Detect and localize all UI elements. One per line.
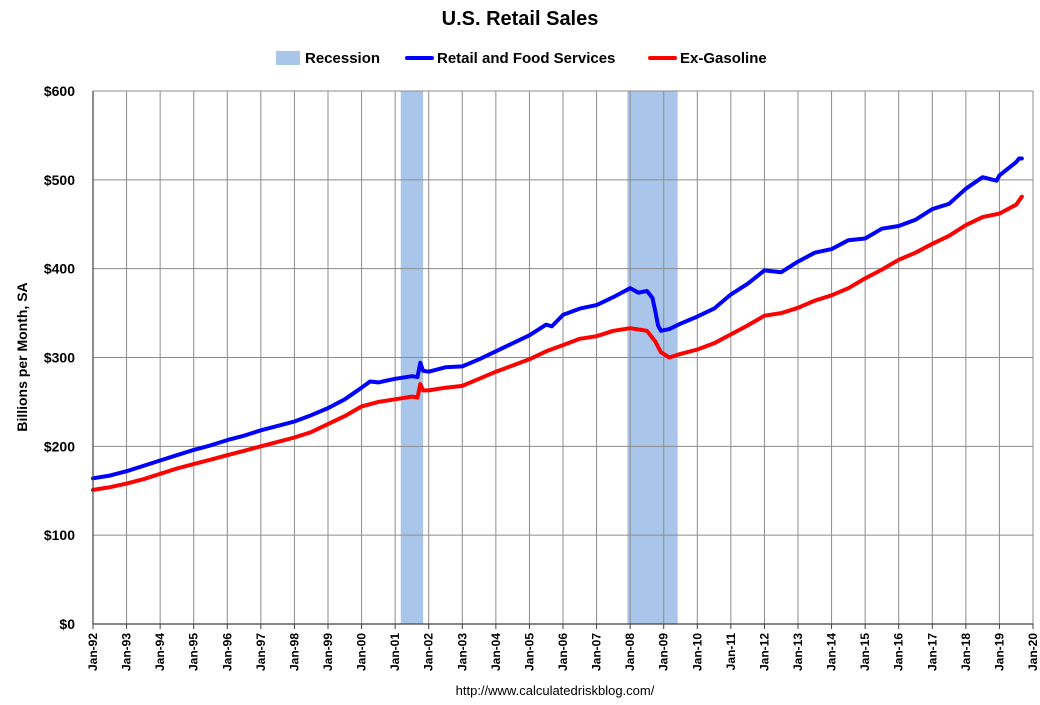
y-tick-label: $500 [44, 172, 75, 188]
legend-label: Retail and Food Services [437, 50, 615, 67]
x-tick-label: Jan-04 [489, 633, 503, 671]
x-tick-label: Jan-99 [321, 633, 335, 671]
legend-label: Recession [305, 50, 380, 67]
y-tick-label: $600 [44, 83, 75, 99]
legend-swatch-recession [276, 51, 300, 65]
x-tick-label: Jan-17 [925, 633, 939, 671]
x-tick-label: Jan-02 [422, 633, 436, 671]
y-tick-label: $0 [59, 616, 75, 632]
x-tick-label: Jan-18 [959, 633, 973, 671]
x-tick-label: Jan-06 [556, 633, 570, 671]
series-lines [91, 156, 1024, 492]
y-tick-label: $300 [44, 350, 75, 366]
source-link[interactable]: http://www.calculatedriskblog.com/ [456, 683, 655, 698]
x-tick-label: Jan-11 [724, 633, 738, 671]
y-tick-label: $100 [44, 527, 75, 543]
legend-label: Ex-Gasoline [680, 50, 767, 67]
axes [92, 91, 1034, 629]
x-tick-label: Jan-95 [187, 633, 201, 671]
x-tick-label: Jan-97 [254, 633, 268, 671]
y-tick-label: $200 [44, 438, 75, 454]
x-tick-labels: Jan-92 Jan-93 Jan-94 Jan-95 Jan-96 Jan-97 Jan-… [86, 633, 1040, 671]
x-tick-label: Jan-19 [992, 633, 1006, 671]
x-tick-label: Jan-05 [522, 633, 536, 671]
x-tick-label: Jan-94 [153, 633, 167, 671]
x-tick-label: Jan-15 [858, 633, 872, 671]
y-axis-label: Billions per Month, SA [14, 282, 30, 431]
x-tick-label: Jan-08 [623, 633, 637, 671]
legend: Recession Retail and Food Services Ex-Gaso… [276, 50, 767, 67]
y-tick-labels: $0 $100 $200 $300 $400 $500 $600 [44, 83, 75, 632]
x-tick-label: Jan-98 [287, 633, 301, 671]
x-tick-label: Jan-10 [690, 633, 704, 671]
series-line-ex-gasoline [91, 194, 1024, 492]
x-tick-label: Jan-93 [120, 633, 134, 671]
x-tick-label: Jan-20 [1026, 633, 1040, 671]
x-tick-label: Jan-01 [388, 633, 402, 671]
x-tick-label: Jan-14 [825, 633, 839, 671]
x-tick-label: Jan-13 [791, 633, 805, 671]
series-line-retail-food-services [91, 156, 1024, 481]
x-tick-label: Jan-96 [220, 633, 234, 671]
chart-title: U.S. Retail Sales [442, 8, 599, 30]
x-tick-label: Jan-07 [590, 633, 604, 671]
x-tick-label: Jan-03 [455, 633, 469, 671]
x-tick-label: Jan-09 [657, 633, 671, 671]
x-tick-label: Jan-12 [757, 633, 771, 671]
x-tick-label: Jan-16 [892, 633, 906, 671]
gridlines [92, 90, 1034, 625]
y-tick-label: $400 [44, 261, 75, 277]
x-tick-label: Jan-92 [86, 633, 100, 671]
x-tick-label: Jan-00 [355, 633, 369, 671]
